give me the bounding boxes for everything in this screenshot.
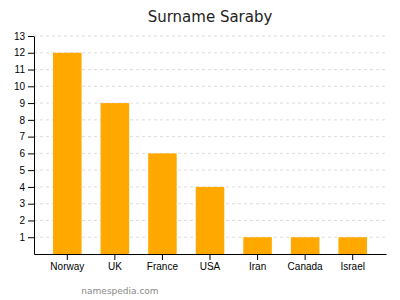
- y-tick: 9: [19, 98, 34, 109]
- x-tick: UK: [108, 254, 122, 272]
- x-tick: Canada: [288, 254, 323, 272]
- x-tick: France: [147, 254, 179, 272]
- y-tick: 3: [19, 198, 34, 209]
- x-tick: Israel: [340, 254, 364, 272]
- x-tick-label: Canada: [288, 261, 323, 272]
- grid-line: [34, 86, 386, 87]
- x-tick-mark: [114, 254, 115, 260]
- x-tick-mark: [257, 254, 258, 260]
- y-tick-label: 2: [19, 215, 25, 226]
- x-tick-label: Israel: [340, 261, 364, 272]
- title: Surname Saraby: [148, 8, 273, 26]
- y-tick-mark: [28, 53, 34, 54]
- y-tick: 11: [15, 64, 34, 75]
- y-tick: 7: [19, 131, 34, 142]
- grid-line: [34, 52, 386, 53]
- x-tick-label: UK: [108, 261, 122, 272]
- x-tick-mark: [210, 254, 211, 260]
- watermark: namespedia.com: [81, 286, 158, 296]
- grid-line: [34, 103, 386, 104]
- grid-line: [34, 36, 386, 37]
- x-tick-label: France: [147, 261, 179, 272]
- grid-line: [34, 153, 386, 154]
- y-tick-label: 1: [19, 232, 25, 243]
- x-tick-label: Iran: [249, 261, 266, 272]
- y-tick-label: 9: [19, 98, 25, 109]
- grid-line: [34, 170, 386, 171]
- y-tick-label: 5: [19, 165, 25, 176]
- grid-line: [34, 69, 386, 70]
- y-tick-label: 13: [14, 31, 26, 42]
- y-tick-label: 12: [14, 47, 26, 58]
- y-tick-mark: [28, 120, 34, 121]
- y-tick-label: 3: [19, 198, 25, 209]
- y-tick: 2: [19, 215, 34, 226]
- y-axis: 12345678910111213: [14, 31, 35, 255]
- x-tick-mark: [67, 254, 68, 260]
- bar: [243, 237, 272, 254]
- bar: [53, 53, 82, 254]
- plot-area: [53, 53, 367, 254]
- y-tick: 5: [19, 165, 34, 176]
- x-tick-label: Norway: [50, 261, 84, 272]
- x-tick-label: USA: [200, 261, 221, 272]
- x-tick: USA: [200, 254, 221, 272]
- y-tick: 8: [19, 115, 34, 126]
- x-tick: Norway: [50, 254, 84, 272]
- y-tick-mark: [28, 86, 34, 87]
- grid-line: [34, 136, 386, 137]
- y-tick-mark: [28, 103, 34, 104]
- y-tick: 13: [14, 31, 34, 42]
- chart-svg: NorwayUKFranceUSAIranCanadaIsrael1234567…: [0, 0, 400, 300]
- y-tick-mark: [28, 170, 34, 171]
- x-tick-mark: [305, 254, 306, 260]
- bar: [148, 153, 177, 254]
- y-tick-mark: [28, 237, 34, 238]
- y-tick-label: 6: [19, 148, 25, 159]
- bar: [101, 103, 130, 254]
- y-tick: 12: [14, 47, 34, 58]
- grid-line: [34, 119, 386, 120]
- y-tick-mark: [28, 70, 34, 71]
- y-tick-label: 11: [15, 64, 26, 75]
- y-tick: 1: [19, 232, 34, 243]
- y-tick: 4: [19, 182, 34, 193]
- y-tick: 6: [19, 148, 34, 159]
- bar: [338, 237, 367, 254]
- bar: [196, 187, 225, 254]
- bar: [291, 237, 320, 254]
- y-tick-label: 7: [19, 131, 25, 142]
- y-tick-label: 10: [14, 81, 26, 92]
- x-tick-mark: [352, 254, 353, 260]
- y-tick-label: 8: [19, 115, 25, 126]
- y-tick-label: 4: [19, 182, 25, 193]
- chart-container: NorwayUKFranceUSAIranCanadaIsrael1234567…: [0, 0, 400, 300]
- x-tick: Iran: [249, 254, 266, 272]
- y-tick-mark: [28, 36, 34, 37]
- y-tick: 10: [14, 81, 34, 92]
- y-tick-mark: [28, 137, 34, 138]
- y-tick-mark: [28, 153, 34, 154]
- y-tick-mark: [28, 187, 34, 188]
- y-tick-mark: [28, 204, 34, 205]
- x-axis: Norway UK France USA Iran Canada Israel: [35, 254, 387, 272]
- y-axis-line: [34, 37, 35, 255]
- x-tick-mark: [162, 254, 163, 260]
- y-tick-mark: [28, 220, 34, 221]
